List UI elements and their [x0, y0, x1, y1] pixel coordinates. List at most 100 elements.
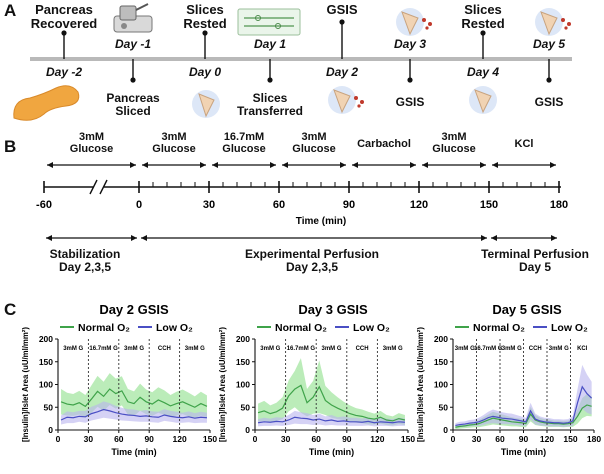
x-tick-label: 30 [472, 434, 482, 444]
panel-label-c: C [4, 300, 17, 319]
y-tick-label: 0 [48, 425, 53, 435]
perfusion-segment-label: Carbachol [357, 138, 411, 150]
segment-arrowhead [142, 162, 148, 168]
y-tick-label: 200 [236, 334, 250, 344]
timeline-a-day-label: Day 0 [188, 65, 222, 79]
segment-arrowhead [550, 162, 556, 168]
x-tick-label: 150 [203, 434, 217, 444]
segment-arrowhead [200, 162, 206, 168]
y-tick-label: 150 [236, 357, 250, 367]
y-tick-label: 100 [236, 380, 250, 390]
perfusion-segment-label: 3mM Glucose [152, 131, 196, 156]
phase-label: 3mM G [549, 346, 569, 352]
phase-label: CCH [158, 346, 171, 352]
x-tick-label: 0 [253, 434, 258, 444]
timeline-a-bottom-label: GSIS [395, 95, 425, 109]
error-band [258, 410, 405, 427]
x-tick-label: 120 [370, 434, 384, 444]
x-axis-label: Time (min) [309, 447, 354, 457]
segment-arrowhead [212, 162, 218, 168]
x-tick-label: 30 [281, 434, 291, 444]
phase-label: CCH [356, 346, 369, 352]
chart-title: Day 2 GSIS [99, 302, 169, 317]
x-tick-label: 150 [401, 434, 415, 444]
timeline-b-tick-label: -60 [36, 199, 52, 211]
y-tick-label: 50 [439, 402, 449, 412]
timeline-b-tick-label: 60 [273, 199, 285, 211]
y-tick-label: 200 [434, 334, 448, 344]
segment-arrowhead [480, 162, 486, 168]
series-line [60, 388, 208, 408]
x-tick-label: 90 [342, 434, 352, 444]
timeline-a-day-label: Day 5 [532, 37, 566, 51]
legend-label: Normal O₂ [275, 322, 327, 334]
chart-2: Day 3 GSIS Normal O₂ Low O₂ 3mM G 16.7mM G 3m… [218, 302, 415, 457]
perfusion-segment-label: 3mM Glucose [292, 131, 336, 156]
segment-arrowhead [352, 162, 358, 168]
phase-label: Terminal Perfusion Day 5 [481, 247, 589, 275]
error-band [61, 401, 207, 425]
phase-label: 3mM G [455, 346, 475, 352]
timeline-a-bottom-label: GSIS [534, 95, 564, 109]
y-tick-label: 50 [241, 402, 251, 412]
timeline-a-dot [407, 77, 413, 83]
timeline-b-tick-label: 120 [410, 199, 428, 211]
x-tick-label: 120 [173, 434, 187, 444]
y-tick-label: 150 [39, 357, 53, 367]
perfusion-segment-label: 16.7mM Glucose [222, 131, 266, 156]
perfusion-segment-label: 3mM Glucose [69, 131, 114, 156]
y-tick-label: 200 [39, 334, 53, 344]
error-band [61, 373, 207, 419]
phase-label: CCH [529, 346, 542, 352]
phase-arrowhead [46, 235, 52, 241]
phase-label: Stabilization Day 2,3,5 [49, 247, 121, 275]
timeline-a [30, 19, 572, 83]
x-axis-label: Time (min) [501, 447, 546, 457]
x-tick-label: 90 [519, 434, 529, 444]
timeline-a-day-label: Day 4 [466, 65, 500, 79]
phase-label: Experimental Perfusion Day 2,3,5 [244, 247, 380, 275]
phase-label: 16.7mM G [89, 346, 118, 352]
timeline-a-dot [130, 77, 136, 83]
phase-label: 3mM G [124, 346, 144, 352]
x-tick-label: 30 [84, 434, 94, 444]
phase-label: 3mM G [321, 346, 341, 352]
timeline-b-axis-label: Time (min) [296, 216, 346, 227]
legend-label: Normal O₂ [473, 322, 525, 334]
phase-label: 3mM G [383, 346, 403, 352]
timeline-a-day-label: Day 2 [325, 65, 359, 79]
timeline-b: -60 0 30 60 90 120 150 180 Time (min) [36, 162, 568, 241]
perfusion-segment-label: KCl [514, 138, 534, 150]
error-band [455, 364, 592, 428]
y-tick-label: 0 [443, 425, 448, 435]
timeline-a-day-label: Day 1 [253, 37, 287, 51]
timeline-b-tick-label: 0 [136, 199, 142, 211]
timeline-a-bottom-label: Pancreas Sliced [106, 91, 160, 119]
legend-label: Low O₂ [156, 322, 193, 334]
phase-label: 3mM G [63, 346, 83, 352]
timeline-a-top-label: Slices Rested [183, 2, 227, 32]
timeline-a-day-label: Day -1 [114, 37, 152, 51]
timeline-a-top-label: GSIS [326, 2, 358, 17]
x-tick-label: 60 [495, 434, 505, 444]
chart-1: Day 2 GSIS Normal O₂ Low O₂ 3mM G 16.7mM G 3m… [21, 302, 217, 457]
timeline-a-top-label: Slices Rested [461, 2, 505, 32]
series-line [455, 385, 593, 427]
timeline-a-dot [61, 30, 67, 36]
segment-arrowhead [492, 162, 498, 168]
x-tick-label: 150 [563, 434, 577, 444]
timeline-b-tick-label: 180 [550, 199, 568, 211]
phase-arrowhead [491, 235, 497, 241]
segment-arrowhead [410, 162, 416, 168]
segment-arrowhead [130, 162, 136, 168]
legend-label: Normal O₂ [78, 322, 130, 334]
x-tick-label: 90 [144, 434, 154, 444]
timeline-a-day-label: Day 3 [393, 37, 427, 51]
y-axis-label: [Insulin]/Islet Area (uU/ml/mm²) [416, 327, 425, 442]
phase-label: 3mM G [260, 346, 280, 352]
timeline-a-bottom-label: Slices Transferred [236, 91, 304, 119]
series-line [60, 408, 208, 421]
x-axis-label: Time (min) [111, 447, 156, 457]
